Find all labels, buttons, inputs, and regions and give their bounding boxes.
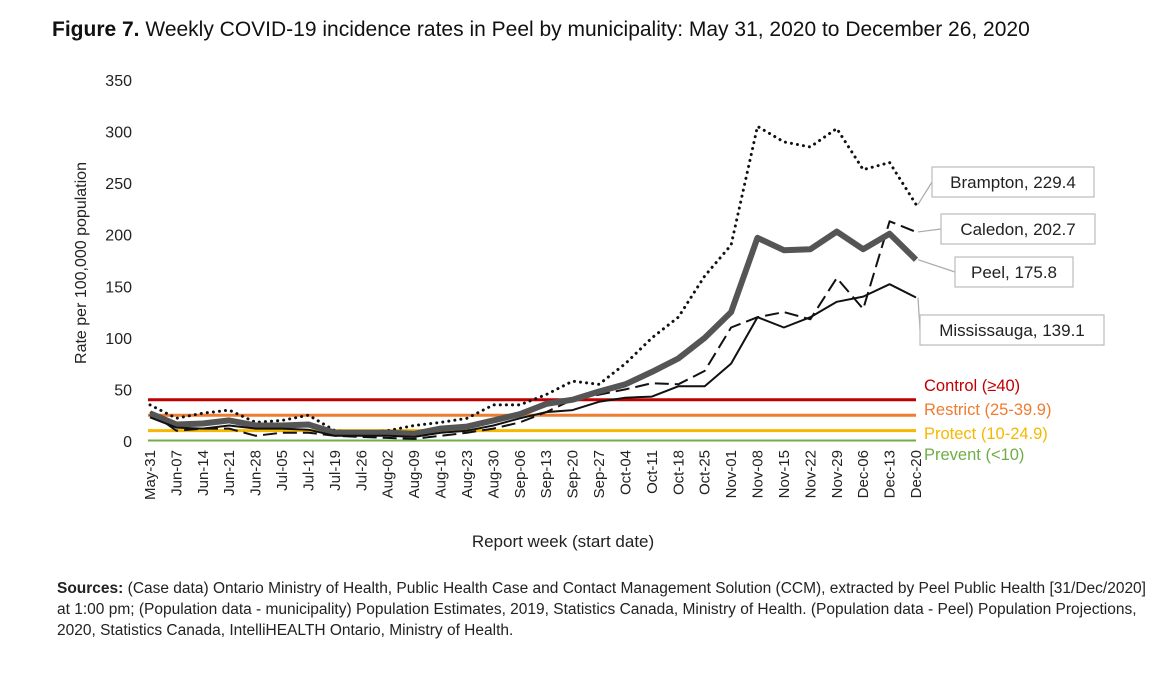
x-tick-label: Sep-20 xyxy=(565,450,582,498)
x-tick-label: Jul-26 xyxy=(353,450,370,491)
x-tick-label: Sep-27 xyxy=(591,450,608,498)
x-tick-label: Jun-28 xyxy=(248,450,265,496)
series-lines xyxy=(148,124,919,440)
x-tick-label: Jun-07 xyxy=(168,450,185,496)
sources-note: Sources: (Case data) Ontario Ministry of… xyxy=(57,578,1157,641)
x-tick-label: Oct-04 xyxy=(617,450,634,495)
y-tick-label: 100 xyxy=(105,331,132,348)
x-tick-label: Nov-29 xyxy=(829,450,846,498)
callout-labels: Brampton, 229.4 Caledon, 202.7 Peel, 175.8… xyxy=(917,166,1105,346)
threshold-label-prevent-10: Prevent (<10) xyxy=(924,446,1024,464)
x-tick-label: Jul-19 xyxy=(327,450,344,491)
x-tick-label: Oct-11 xyxy=(644,450,661,494)
figure-title-text: Weekly COVID-19 incidence rates in Peel … xyxy=(145,18,1030,41)
x-tick-label: Jul-05 xyxy=(274,450,291,491)
threshold-lines: Control (≥40) Restrict (25-39.9) Protect (… xyxy=(148,377,1051,464)
callout-box-mississauga xyxy=(919,314,1105,346)
x-tick-label: Dec-20 xyxy=(908,450,925,498)
x-tick-label: Nov-15 xyxy=(776,450,793,498)
x-tick-label: Jul-12 xyxy=(300,450,317,491)
threshold-label-control-40: Control (≥40) xyxy=(924,377,1020,395)
callout-leader-brampton xyxy=(917,181,933,205)
threshold-label-restrict-25-39-9: Restrict (25-39.9) xyxy=(924,401,1051,419)
y-tick-label: 300 xyxy=(105,125,132,142)
x-axis-label: Report week (start date) xyxy=(472,532,654,551)
y-tick-label: 200 xyxy=(105,228,132,245)
x-tick-label: Aug-02 xyxy=(380,450,397,498)
figure-title: Figure 7. Weekly COVID-19 incidence rate… xyxy=(52,18,1030,42)
callout-label-peel: Peel, 175.8 xyxy=(971,263,1057,282)
x-tick-label: Oct-25 xyxy=(697,450,714,495)
x-tick-label: Aug-30 xyxy=(485,450,502,498)
x-tick-label: May-31 xyxy=(142,450,159,500)
x-tick-label: Dec-13 xyxy=(882,450,899,498)
x-tick-label: Nov-08 xyxy=(750,450,767,498)
x-tick-label: Aug-23 xyxy=(459,450,476,498)
threshold-label-protect-10-24-9: Protect (10-24.9) xyxy=(924,425,1048,443)
y-tick-label: 250 xyxy=(105,176,132,193)
y-tick-label: 0 xyxy=(123,434,132,451)
callout-label-caledon: Caledon, 202.7 xyxy=(960,220,1075,239)
sources-text: (Case data) Ontario Ministry of Health, … xyxy=(57,580,1146,639)
series-line-brampton xyxy=(148,124,918,435)
y-axis: 0 50 100 150 200 250 300 350 xyxy=(105,73,132,451)
callout-label-mississauga: Mississauga, 139.1 xyxy=(939,321,1085,340)
sources-label: Sources: xyxy=(57,580,124,597)
x-tick-label: Dec-06 xyxy=(855,450,872,498)
x-axis: May-31 Jun-07 Jun-14 Jun-21 Jun-28 Jul-05 Jul-… xyxy=(142,450,925,500)
x-tick-label: Nov-22 xyxy=(802,450,819,498)
callout-box-brampton xyxy=(931,166,1095,198)
x-tick-label: Aug-16 xyxy=(433,450,450,498)
callout-leader-caledon xyxy=(917,228,942,233)
x-tick-label: Jun-21 xyxy=(221,450,238,496)
y-tick-label: 150 xyxy=(105,279,132,296)
x-tick-label: Oct-18 xyxy=(670,450,687,495)
x-tick-label: Sep-13 xyxy=(538,450,555,498)
x-tick-label: Sep-06 xyxy=(512,450,529,498)
series-line-peel xyxy=(148,228,919,437)
line-chart: 0 50 100 150 200 250 300 350 Control (≥40) Restr… xyxy=(73,73,1105,551)
y-tick-label: 50 xyxy=(114,382,132,399)
callout-box-peel xyxy=(954,256,1074,288)
callout-leader-peel xyxy=(917,259,956,273)
x-tick-label: Nov-01 xyxy=(723,450,740,498)
x-tick-label: Aug-09 xyxy=(406,450,423,498)
series-line-mississauga xyxy=(149,283,917,438)
series-line-caledon xyxy=(149,220,917,440)
y-tick-label: 350 xyxy=(105,73,132,90)
callout-box-caledon xyxy=(940,213,1096,245)
figure-label: Figure 7. xyxy=(52,18,140,41)
x-tick-label: Jun-14 xyxy=(195,450,212,496)
y-axis-label: Rate per 100,000 population xyxy=(73,162,90,364)
callout-label-brampton: Brampton, 229.4 xyxy=(950,173,1076,192)
